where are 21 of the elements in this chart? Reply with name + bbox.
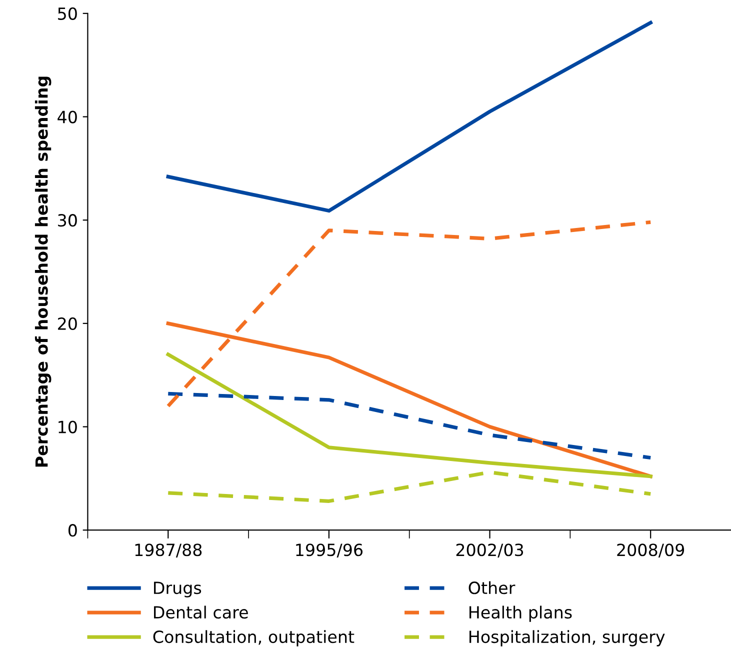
legend-label: Drugs bbox=[154, 582, 202, 598]
y-tick-label: 20 bbox=[58, 317, 77, 330]
line-series bbox=[166, 352, 652, 478]
y-tick-label: 30 bbox=[58, 214, 77, 227]
y-tick-label: 10 bbox=[58, 420, 77, 434]
y-tick-label: 50 bbox=[58, 7, 77, 20]
legend-label: Hospitalization, surgery bbox=[470, 630, 665, 646]
x-tick-label: 1995/96 bbox=[296, 544, 363, 558]
line-series bbox=[166, 20, 652, 213]
x-tick-label: 1987/88 bbox=[135, 544, 202, 558]
legend-label: Dental care bbox=[154, 606, 248, 619]
x-tick-label: 2008/09 bbox=[617, 544, 684, 558]
x-tick-label: 2002/03 bbox=[456, 544, 524, 558]
legend-label: Health plans bbox=[470, 606, 572, 622]
legend-label: Consultation, outpatient bbox=[153, 630, 354, 646]
line-series bbox=[166, 392, 652, 460]
y-axis-title: Percentage of household health spending bbox=[34, 76, 52, 467]
legend-label: Other bbox=[468, 581, 516, 594]
y-tick-label: 0 bbox=[68, 524, 77, 537]
line-series bbox=[166, 470, 652, 503]
y-tick-label: 40 bbox=[58, 110, 77, 124]
